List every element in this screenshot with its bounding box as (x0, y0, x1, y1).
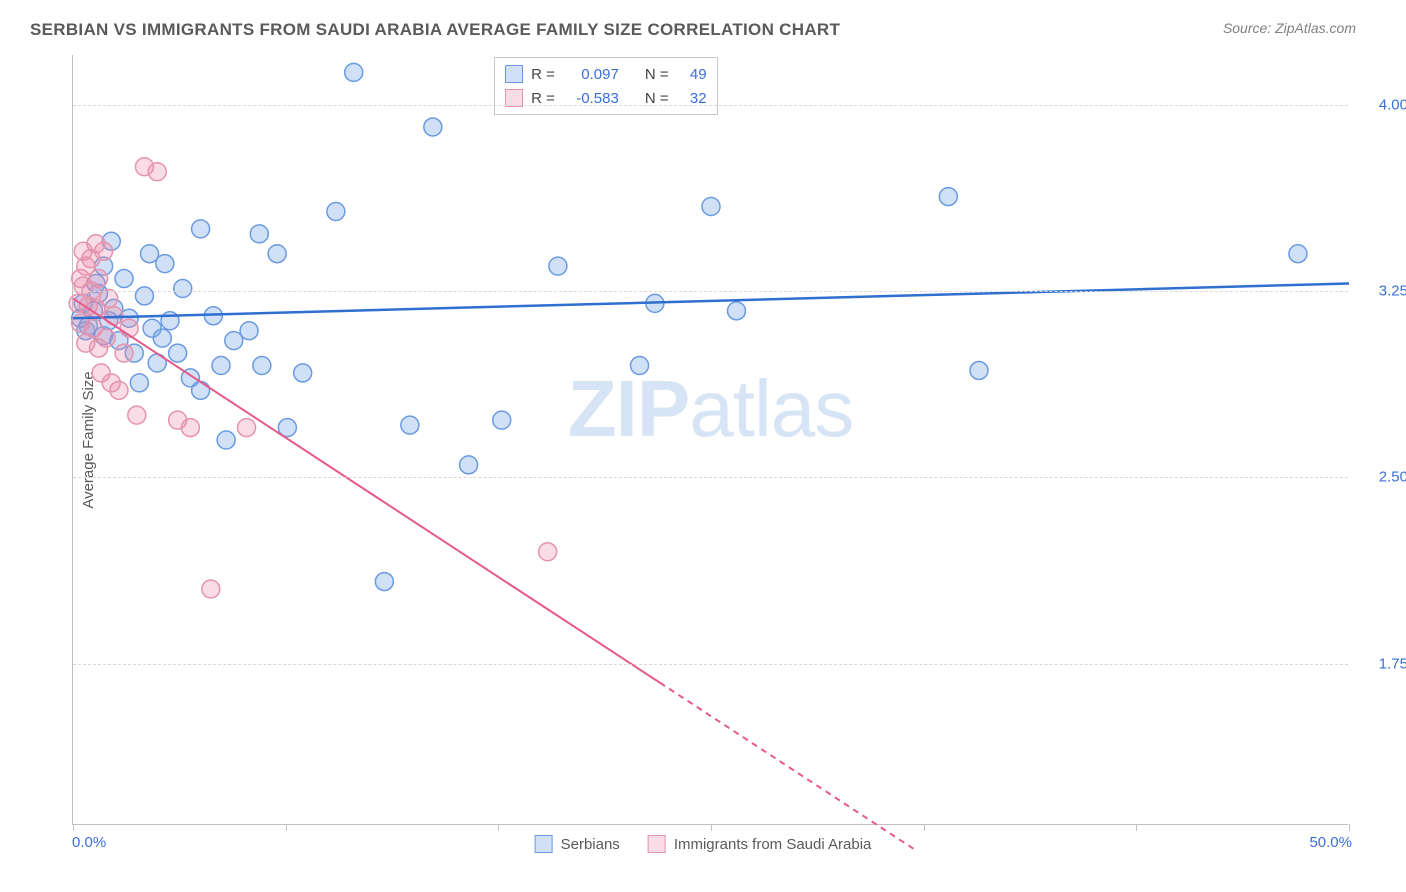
data-point (549, 257, 567, 275)
data-point (156, 255, 174, 273)
data-point (115, 344, 133, 362)
legend-swatch (648, 835, 666, 853)
x-tick (498, 824, 499, 831)
data-point (327, 202, 345, 220)
data-point (268, 245, 286, 263)
x-tick (1136, 824, 1137, 831)
data-point (728, 302, 746, 320)
x-axis-min-label: 0.0% (72, 834, 106, 851)
data-point (192, 381, 210, 399)
data-point (1289, 245, 1307, 263)
data-point (294, 364, 312, 382)
data-point (110, 381, 128, 399)
data-point (939, 188, 957, 206)
data-point (253, 356, 271, 374)
legend-n-value: 49 (677, 66, 707, 83)
data-point (192, 220, 210, 238)
data-point (217, 431, 235, 449)
y-tick-label: 3.25 (1379, 282, 1406, 299)
legend-swatch (535, 835, 553, 853)
correlation-legend: R = 0.097 N = 49 R =-0.583N =32 (494, 57, 718, 115)
gridline-h (73, 664, 1348, 665)
data-point (631, 356, 649, 374)
data-point (460, 456, 478, 474)
source-label: Source: ZipAtlas.com (1223, 20, 1356, 36)
gridline-h (73, 477, 1348, 478)
data-point (345, 63, 363, 81)
data-point (240, 322, 258, 340)
x-tick (286, 824, 287, 831)
y-tick-label: 1.75 (1379, 655, 1406, 672)
data-point (148, 163, 166, 181)
legend-swatch (505, 65, 523, 83)
series-legend: Serbians Immigrants from Saudi Arabia (535, 835, 872, 853)
x-tick (73, 824, 74, 831)
data-point (401, 416, 419, 434)
gridline-h (73, 105, 1348, 106)
chart-container: Average Family Size ZIPatlas R =0.097N =… (58, 55, 1348, 825)
data-point (702, 198, 720, 216)
y-tick-label: 4.00 (1379, 96, 1406, 113)
gridline-h (73, 291, 1348, 292)
legend-r-label: R = (531, 66, 555, 83)
data-point (90, 270, 108, 288)
legend-n-label: N = (645, 66, 669, 83)
plot-area: ZIPatlas R =0.097N =49R =-0.583N =32 1.7… (72, 55, 1348, 825)
trendline-serbians (73, 284, 1349, 319)
data-point (238, 419, 256, 437)
legend-r-value: 0.097 (563, 66, 619, 83)
data-point (212, 356, 230, 374)
data-point (424, 118, 442, 136)
x-tick (711, 824, 712, 831)
data-point (181, 419, 199, 437)
data-point (250, 225, 268, 243)
data-point (202, 580, 220, 598)
data-point (95, 242, 113, 260)
data-point (169, 344, 187, 362)
legend-label: Immigrants from Saudi Arabia (674, 836, 872, 853)
legend-label: Serbians (561, 836, 620, 853)
chart-title: SERBIAN VS IMMIGRANTS FROM SAUDI ARABIA … (30, 20, 840, 40)
trendline-immigrants-solid (73, 298, 660, 682)
data-point (539, 543, 557, 561)
x-tick (924, 824, 925, 831)
legend-row: R =-0.583N =32 (505, 86, 707, 110)
trendline-immigrants-dashed (660, 683, 915, 850)
data-point (174, 279, 192, 297)
data-point (97, 329, 115, 347)
data-point (130, 374, 148, 392)
data-point (135, 287, 153, 305)
data-point (493, 411, 511, 429)
legend-item: Serbians (535, 835, 620, 853)
legend-item: Immigrants from Saudi Arabia (648, 835, 872, 853)
x-axis-max-label: 50.0% (1309, 834, 1352, 851)
data-point (153, 329, 171, 347)
scatter-plot-svg (73, 55, 1348, 824)
data-point (970, 361, 988, 379)
data-point (115, 270, 133, 288)
x-tick (1349, 824, 1350, 831)
y-tick-label: 2.50 (1379, 469, 1406, 486)
legend-row: R = 0.097 N = 49 (505, 62, 707, 86)
data-point (375, 573, 393, 591)
data-point (128, 406, 146, 424)
data-point (100, 289, 118, 307)
